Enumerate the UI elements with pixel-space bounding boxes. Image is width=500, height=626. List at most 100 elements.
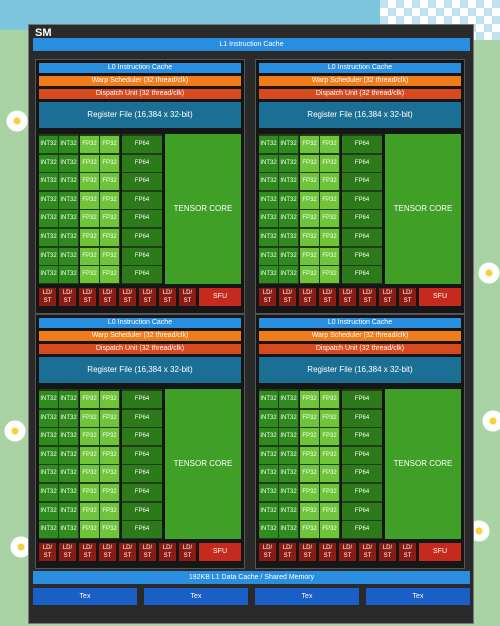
fp64-unit: FP64 [122,173,162,191]
fp64-unit: FP64 [122,502,162,520]
flower-icon [10,536,32,558]
fp32-unit: FP32 [100,484,119,501]
fp64-unit: FP64 [342,266,382,284]
flower-icon [6,110,28,132]
int32-unit: INT32 [39,446,58,464]
flower-icon [478,262,500,284]
ldst-unit: LD/ ST [59,543,76,561]
int32-unit: INT32 [59,136,78,153]
fp32-unit: FP32 [300,247,319,265]
int32-unit: INT32 [59,521,78,539]
ldst-unit: LD/ ST [379,288,396,306]
fp32-unit: FP32 [80,409,99,427]
int32-unit: INT32 [59,502,78,520]
fp32-unit: FP32 [320,154,339,172]
int32-unit: INT32 [279,173,298,191]
register-file: Register File (16,384 x 32-bit) [259,102,461,128]
processing-block-4: L0 Instruction Cache Warp Scheduler (32 t… [255,314,465,569]
int32-unit: INT32 [279,391,298,408]
fp64-unit: FP64 [122,446,162,464]
fp64-unit: FP64 [122,210,162,228]
int32-unit: INT32 [39,428,58,446]
int32-unit: INT32 [259,484,278,501]
ldst-unit: LD/ ST [279,288,296,306]
int32-unit: INT32 [259,502,278,520]
l0-instruction-cache: L0 Instruction Cache [259,318,461,328]
processing-block-2: L0 Instruction Cache Warp Scheduler (32 t… [255,59,465,314]
int32-unit: INT32 [259,229,278,246]
fp32-unit: FP32 [320,409,339,427]
fp64-unit: FP64 [342,428,382,446]
int32-unit: INT32 [39,210,58,228]
ldst-unit: LD/ ST [139,288,156,306]
dispatch-unit: Dispatch Unit (32 thread/clk) [259,344,461,354]
int32-unit: INT32 [259,136,278,153]
fp32-unit: FP32 [100,266,119,284]
warp-scheduler: Warp Scheduler (32 thread/clk) [259,76,461,86]
fp32-unit: FP32 [320,428,339,446]
ldst-unit: LD/ ST [59,288,76,306]
fp64-unit: FP64 [122,484,162,501]
int32-unit: INT32 [39,409,58,427]
fp32-unit: FP32 [100,465,119,483]
ldst-unit: LD/ ST [259,543,276,561]
int32-unit: INT32 [39,154,58,172]
fp64-unit: FP64 [122,409,162,427]
fp32-unit: FP32 [80,484,99,501]
ldst-unit: LD/ ST [99,543,116,561]
sfu-unit: SFU [419,543,461,561]
fp32-unit: FP32 [300,154,319,172]
register-file: Register File (16,384 x 32-bit) [39,102,241,128]
fp32-unit: FP32 [300,484,319,501]
fp64-unit: FP64 [342,502,382,520]
fp32-unit: FP32 [300,502,319,520]
processing-block-1: L0 Instruction Cache Warp Scheduler (32 t… [35,59,245,314]
int32-unit: INT32 [279,446,298,464]
fp32-unit: FP32 [80,465,99,483]
tensor-core: TENSOR CORE [165,134,241,284]
fp32-unit: FP32 [80,428,99,446]
fp32-unit: FP32 [100,247,119,265]
fp32-unit: FP32 [320,391,339,408]
register-file: Register File (16,384 x 32-bit) [259,357,461,383]
int32-unit: INT32 [259,210,278,228]
fp32-unit: FP32 [300,446,319,464]
int32-unit: INT32 [59,154,78,172]
fp32-unit: FP32 [320,173,339,191]
fp32-unit: FP32 [300,428,319,446]
fp64-unit: FP64 [342,446,382,464]
int32-unit: INT32 [39,465,58,483]
fp32-unit: FP32 [300,136,319,153]
fp64-unit: FP64 [342,229,382,246]
fp32-unit: FP32 [80,391,99,408]
int32-unit: INT32 [39,521,58,539]
int32-unit: INT32 [39,391,58,408]
fp32-unit: FP32 [320,210,339,228]
l1-data-cache: 192KB L1 Data Cache / Shared Memory [33,571,470,584]
int32-unit: INT32 [279,521,298,539]
int32-unit: INT32 [279,191,298,209]
ldst-unit: LD/ ST [119,288,136,306]
processing-block-3: L0 Instruction Cache Warp Scheduler (32 t… [35,314,245,569]
ldst-unit: LD/ ST [39,288,56,306]
l0-instruction-cache: L0 Instruction Cache [39,63,241,73]
int32-unit: INT32 [59,210,78,228]
int32-unit: INT32 [279,409,298,427]
ldst-unit: LD/ ST [339,543,356,561]
int32-unit: INT32 [59,191,78,209]
ldst-unit: LD/ ST [299,288,316,306]
int32-unit: INT32 [259,266,278,284]
int32-unit: INT32 [279,428,298,446]
int32-unit: INT32 [279,229,298,246]
ldst-unit: LD/ ST [299,543,316,561]
ldst-unit: LD/ ST [359,543,376,561]
int32-unit: INT32 [279,484,298,501]
fp32-unit: FP32 [300,210,319,228]
sfu-unit: SFU [199,288,241,306]
int32-unit: INT32 [259,154,278,172]
fp64-unit: FP64 [122,136,162,153]
fp32-unit: FP32 [300,521,319,539]
int32-unit: INT32 [279,266,298,284]
fp32-unit: FP32 [100,154,119,172]
fp32-unit: FP32 [320,247,339,265]
